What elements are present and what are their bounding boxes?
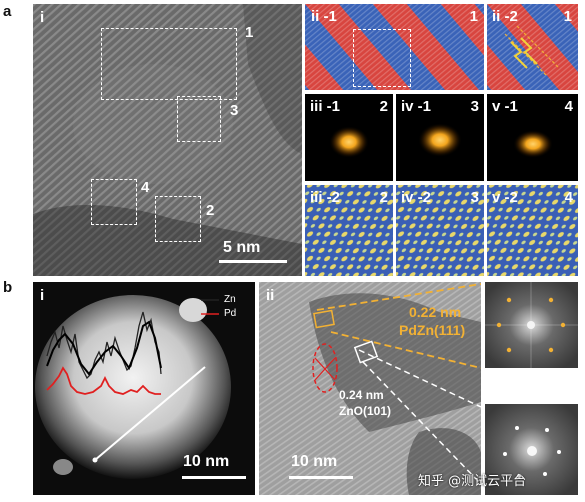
region-box-3 (177, 96, 221, 142)
watermark: 知乎 @测试云平台 (418, 474, 527, 489)
legend-zn: Zn (224, 294, 236, 305)
panel-label-a-i: i (40, 9, 45, 26)
annotation-pdzn-spacing: 0.22 nm (409, 304, 462, 320)
tile-num-v-2: 4 (564, 189, 573, 206)
tile-num-ii-1: 1 (469, 8, 478, 25)
tile-label-v-2: v -2 (492, 189, 518, 206)
tile-iv-2: iv -2 3 (396, 185, 484, 276)
annotation-pdzn-plane: PdZn(111) (399, 322, 466, 338)
haadf-image: i Zn Pd 10 nm (33, 282, 255, 495)
tile-label-iv-2: iv -2 (401, 189, 432, 206)
tile-v-2: v -2 4 (487, 185, 578, 276)
tile-num-iv-1: 3 (470, 98, 479, 115)
scale-bar-a (219, 260, 287, 263)
region-label-2: 2 (206, 202, 215, 219)
tile-num-v-1: 4 (564, 98, 573, 115)
scale-bar-label-b-ii: 10 nm (291, 453, 338, 470)
region-box-2 (155, 196, 201, 242)
tile-label-iii-1: iii -1 (310, 98, 341, 115)
hrtem-main-image: i 1 3 4 2 5 nm (33, 4, 302, 276)
legend-pd: Pd (224, 308, 237, 319)
region-label-4: 4 (141, 179, 150, 196)
tile-v-1: v -1 4 (487, 94, 578, 181)
panel-label-b-i: i (40, 287, 45, 304)
tile-label-v-1: v -1 (492, 98, 518, 115)
tile-num-iii-1: 2 (379, 98, 388, 115)
tile-iii-1: iii -1 2 (305, 94, 393, 181)
tile-num-ii-2: 1 (563, 8, 572, 25)
tile-iii-2: iii -2 2 (305, 185, 393, 276)
tile-label-ii-2: ii -2 (492, 8, 518, 25)
tile-ii-1: ii -1 1 (305, 4, 484, 90)
scale-bar-b-i (182, 476, 246, 479)
scale-bar-label-b-i: 10 nm (183, 453, 230, 470)
annotation-zno-plane: ZnO(101) (339, 404, 392, 418)
tile-ii-2: ii -2 1 (487, 4, 578, 90)
hrtem-interface-image: ii 0.22 nm PdZn(111) 0.24 nm ZnO(101) 10… (259, 282, 481, 495)
tile-label-ii-1: ii -1 (311, 8, 337, 25)
annotation-zno-spacing: 0.24 nm (339, 388, 384, 402)
fft-inset-top (485, 282, 578, 368)
figure-letter-b: b (3, 279, 13, 296)
tile-label-iii-2: iii -2 (310, 189, 341, 206)
zoom-box (353, 29, 411, 87)
region-box-4 (91, 179, 137, 225)
region-label-3: 3 (230, 102, 239, 119)
tile-iv-1: iv -1 3 (396, 94, 484, 181)
figure-letter-a: a (3, 3, 12, 20)
scale-bar-label-a: 5 nm (223, 239, 261, 256)
panel-label-b-ii: ii (266, 287, 275, 304)
scale-bar-b-ii (289, 476, 353, 479)
region-box-1 (101, 28, 237, 100)
tile-num-iii-2: 2 (379, 189, 388, 206)
fft-inset-bottom (485, 404, 578, 495)
region-label-1: 1 (245, 24, 254, 41)
tile-label-iv-1: iv -1 (401, 98, 432, 115)
tile-num-iv-2: 3 (470, 189, 479, 206)
